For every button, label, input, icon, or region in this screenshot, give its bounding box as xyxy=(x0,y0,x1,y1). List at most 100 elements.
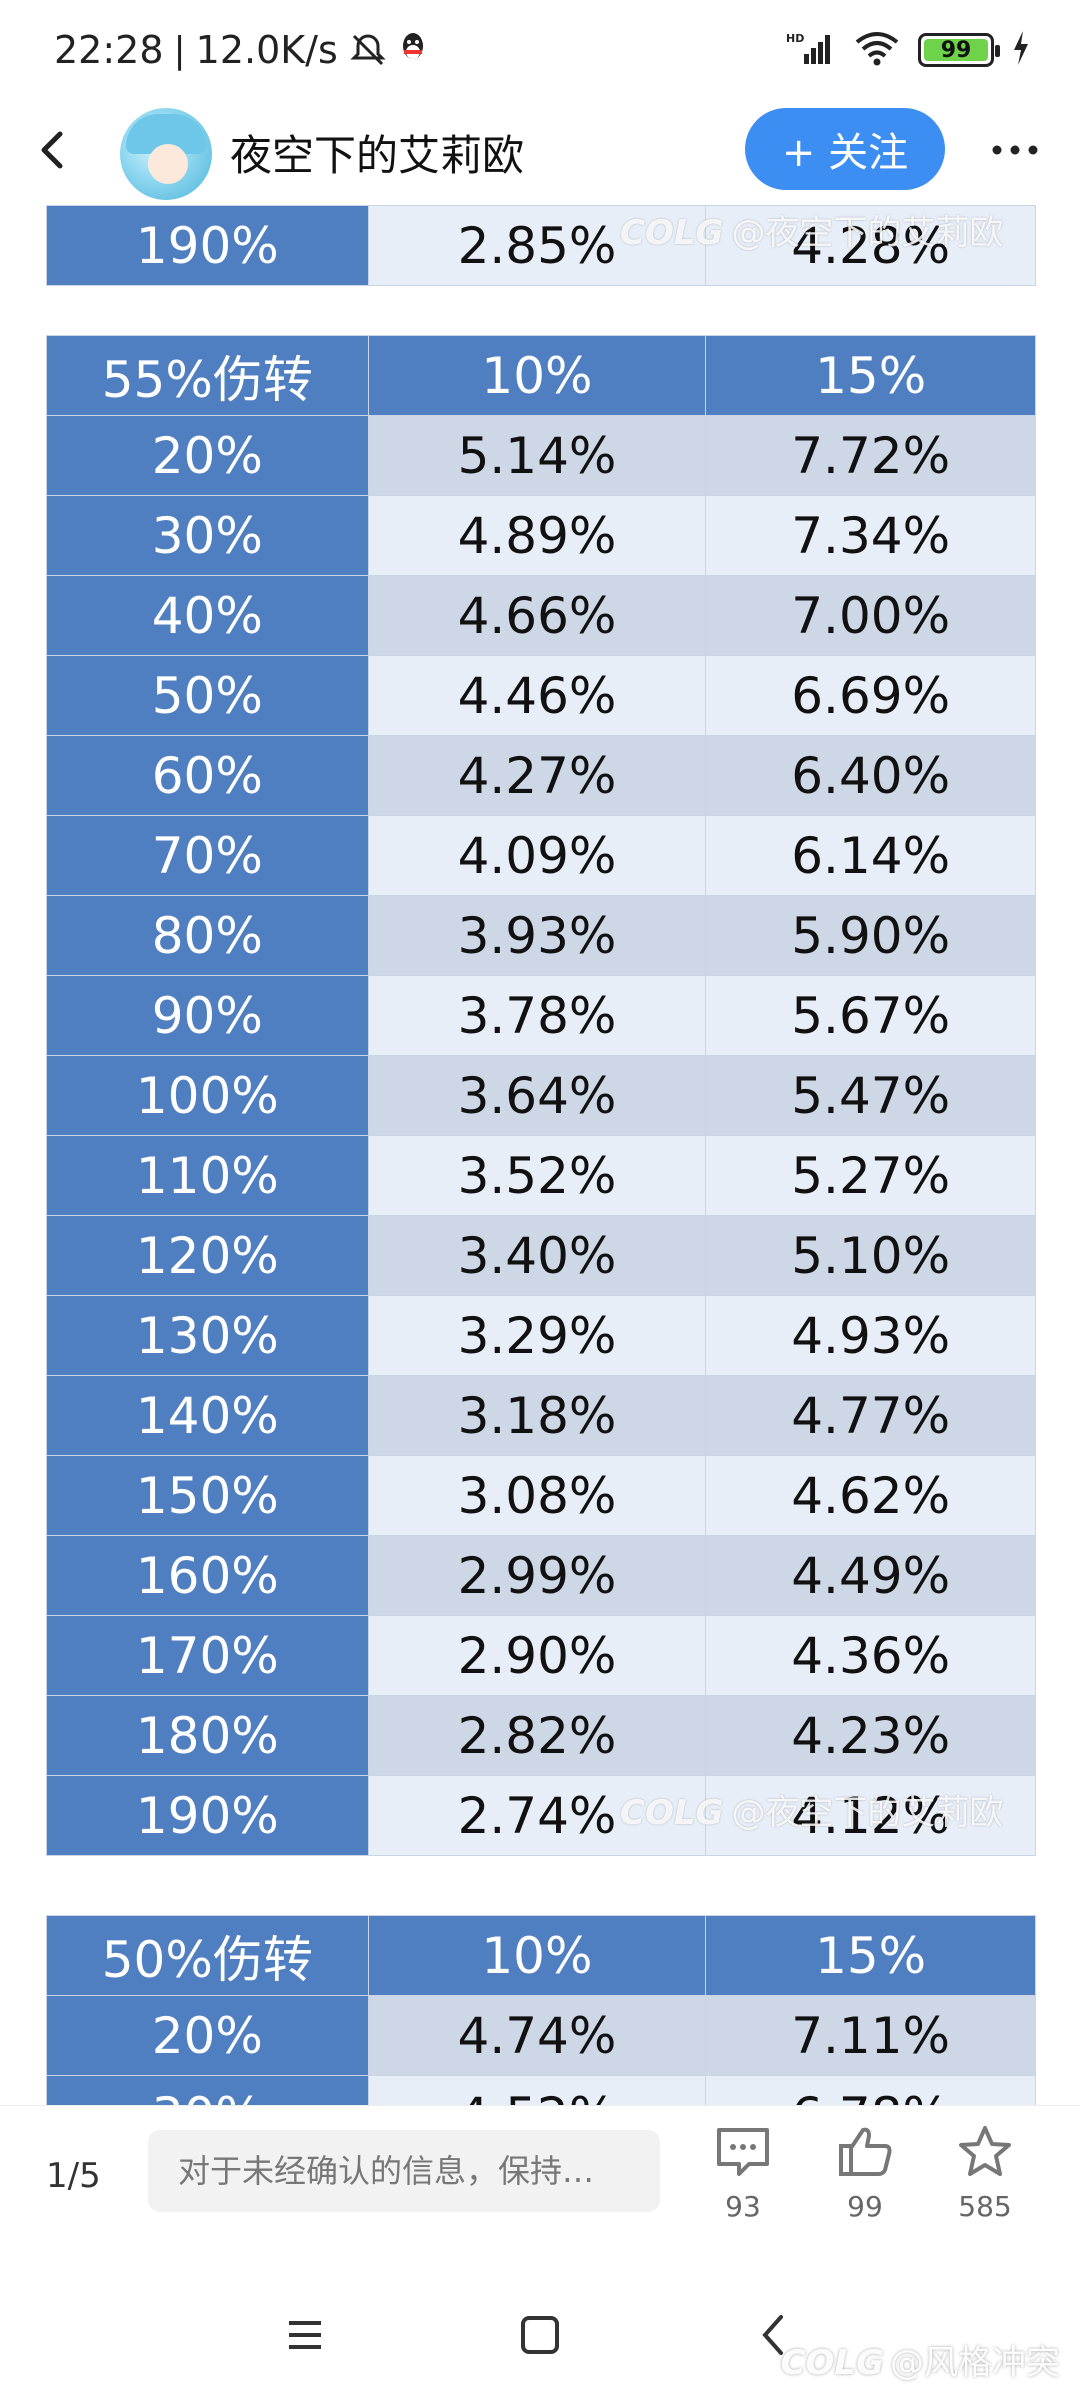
table-cell: 5.27% xyxy=(705,1135,1036,1216)
comment-input[interactable]: 对于未经确认的信息，保持… xyxy=(148,2130,660,2212)
back-button[interactable] xyxy=(30,120,90,190)
row-label-cell: 20% xyxy=(46,415,369,496)
table-cell: 3.18% xyxy=(367,1375,707,1456)
status-bar: 22:28 | 12.0K/s HD 99 xyxy=(0,0,1080,100)
page-indicator: 1/5 xyxy=(46,2156,101,2196)
table-cell: 4.93% xyxy=(705,1295,1036,1376)
table-row: 180% 2.82% 4.23% xyxy=(46,1695,1036,1776)
table-header-row: 50%伤转 10% 15% xyxy=(46,1915,1036,1996)
svg-text:HD: HD xyxy=(786,32,804,45)
table-cell: 4.74% xyxy=(367,1995,707,2076)
avatar-face xyxy=(148,144,188,184)
table-cell: 4.77% xyxy=(705,1375,1036,1456)
table-cell: 3.08% xyxy=(367,1455,707,1536)
table-cell: 2.74% xyxy=(367,1775,707,1856)
row-label-cell: 30% xyxy=(46,495,369,576)
row-label-cell: 100% xyxy=(46,1055,369,1136)
table-row: 40% 4.66% 7.00% xyxy=(46,575,1036,656)
favorite-count: 585 xyxy=(958,2190,1012,2223)
row-label-cell: 120% xyxy=(46,1215,369,1296)
menu-icon xyxy=(289,2321,321,2349)
row-label-cell: 140% xyxy=(46,1375,369,1456)
row-label-cell: 160% xyxy=(46,1535,369,1616)
system-nav-bar xyxy=(0,2265,1080,2400)
status-separator: | xyxy=(173,29,186,71)
table-cell: 6.14% xyxy=(705,815,1036,896)
comment-count: 93 xyxy=(725,2190,761,2223)
bottom-watermark-text: @风格冲突 xyxy=(890,2343,1060,2383)
row-label-cell: 50% xyxy=(46,655,369,736)
table-row: 30%4.52%6.78% xyxy=(46,2075,1036,2105)
table-header-row: 55%伤转 10% 15% xyxy=(46,335,1036,416)
comment-button[interactable]: 93 xyxy=(693,2124,793,2223)
comment-icon xyxy=(717,2128,769,2176)
battery-level: 99 xyxy=(924,38,988,63)
row-label-cell: 40% xyxy=(46,575,369,656)
table-cell: 5.47% xyxy=(705,1055,1036,1136)
row-label-cell: 190% xyxy=(46,1775,369,1856)
table-row: 80% 3.93% 5.90% xyxy=(46,895,1036,976)
table-cell: 4.49% xyxy=(705,1535,1036,1616)
row-label-cell: 130% xyxy=(46,1295,369,1376)
author-name[interactable]: 夜空下的艾莉欧 xyxy=(230,131,525,180)
table-cell: 6.78% xyxy=(705,2075,1036,2105)
table-cell: 4.12% xyxy=(705,1775,1036,1856)
table-cell: 2.99% xyxy=(367,1535,707,1616)
table-row: 100% 3.64% 5.47% xyxy=(46,1055,1036,1136)
table-cell: 5.67% xyxy=(705,975,1036,1056)
table-header-cell: 10% xyxy=(367,335,707,416)
follow-button[interactable]: + 关注 xyxy=(745,108,945,190)
nav-menu-button[interactable] xyxy=(275,2305,335,2365)
table-cell: 4.23% xyxy=(705,1695,1036,1776)
row-label-cell: 30% xyxy=(46,2075,369,2105)
bottom-watermark-logo: COLG xyxy=(780,2343,884,2383)
table-header-cell: 15% xyxy=(705,335,1036,416)
table-cell: 3.29% xyxy=(367,1295,707,1376)
bottom-watermark: COLG @风格冲突 xyxy=(781,2335,1060,2384)
table-cell: 4.28% xyxy=(705,205,1036,286)
table-row: 20% 4.74% 7.11% xyxy=(46,1995,1036,2076)
table-cell: 2.85% xyxy=(367,205,707,286)
table-row: 170% 2.90% 4.36% xyxy=(46,1615,1036,1696)
back-arrow-icon xyxy=(41,131,63,169)
status-right: HD 99 xyxy=(786,30,1030,70)
nav-home-button[interactable] xyxy=(510,2305,570,2365)
table-cell: 4.09% xyxy=(367,815,707,896)
star-icon xyxy=(959,2126,1011,2176)
battery-indicator: 99 xyxy=(918,33,1000,67)
table-55-percent: 55%伤转 10% 15% 20% 5.14% 7.72% 30% 4.89% 7.34% 40%… xyxy=(46,335,1036,1856)
post-image-content[interactable]: 190% 2.85% 4.28% COLG @夜空下的艾莉欧 55%伤转 10% 15% 2… xyxy=(0,205,1080,2105)
table-row: 140% 3.18% 4.77% xyxy=(46,1375,1036,1456)
like-button[interactable]: 99 xyxy=(815,2124,915,2223)
table-cell: 6.40% xyxy=(705,735,1036,816)
table-header-cell: 15% xyxy=(705,1915,1036,1996)
more-button[interactable] xyxy=(980,120,1050,190)
charging-icon xyxy=(1012,31,1030,69)
signal-icon: HD xyxy=(786,30,836,70)
table-cell: 3.78% xyxy=(367,975,707,1056)
mute-alarm-icon xyxy=(348,30,388,70)
table-cell: 3.40% xyxy=(367,1215,707,1296)
table-cell: 7.11% xyxy=(705,1995,1036,2076)
table-cell: 3.64% xyxy=(367,1055,707,1136)
table-header-cell: 50%伤转 xyxy=(46,1915,369,1996)
table-row: 190% 2.85% 4.28% xyxy=(46,205,1036,286)
table-fragment-top: 190% 2.85% 4.28% xyxy=(46,205,1036,286)
table-row: 60% 4.27% 6.40% xyxy=(46,735,1036,816)
network-speed: 12.0K/s xyxy=(195,28,338,72)
table-row: 110% 3.52% 5.27% xyxy=(46,1135,1036,1216)
table-cell: 4.27% xyxy=(367,735,707,816)
table-cell: 4.66% xyxy=(367,575,707,656)
row-label-cell: 20% xyxy=(46,1995,369,2076)
table-cell: 7.34% xyxy=(705,495,1036,576)
home-square-icon xyxy=(521,2316,559,2354)
favorite-button[interactable]: 585 xyxy=(935,2124,1035,2223)
author-avatar[interactable] xyxy=(120,108,212,200)
table-cell: 3.52% xyxy=(367,1135,707,1216)
row-label-cell: 190% xyxy=(46,205,369,286)
bottom-action-bar: 1/5 对于未经确认的信息，保持… 93 99 585 xyxy=(0,2105,1080,2265)
table-cell: 4.36% xyxy=(705,1615,1036,1696)
nav-back-button[interactable] xyxy=(745,2305,805,2365)
table-row: 20% 5.14% 7.72% xyxy=(46,415,1036,496)
